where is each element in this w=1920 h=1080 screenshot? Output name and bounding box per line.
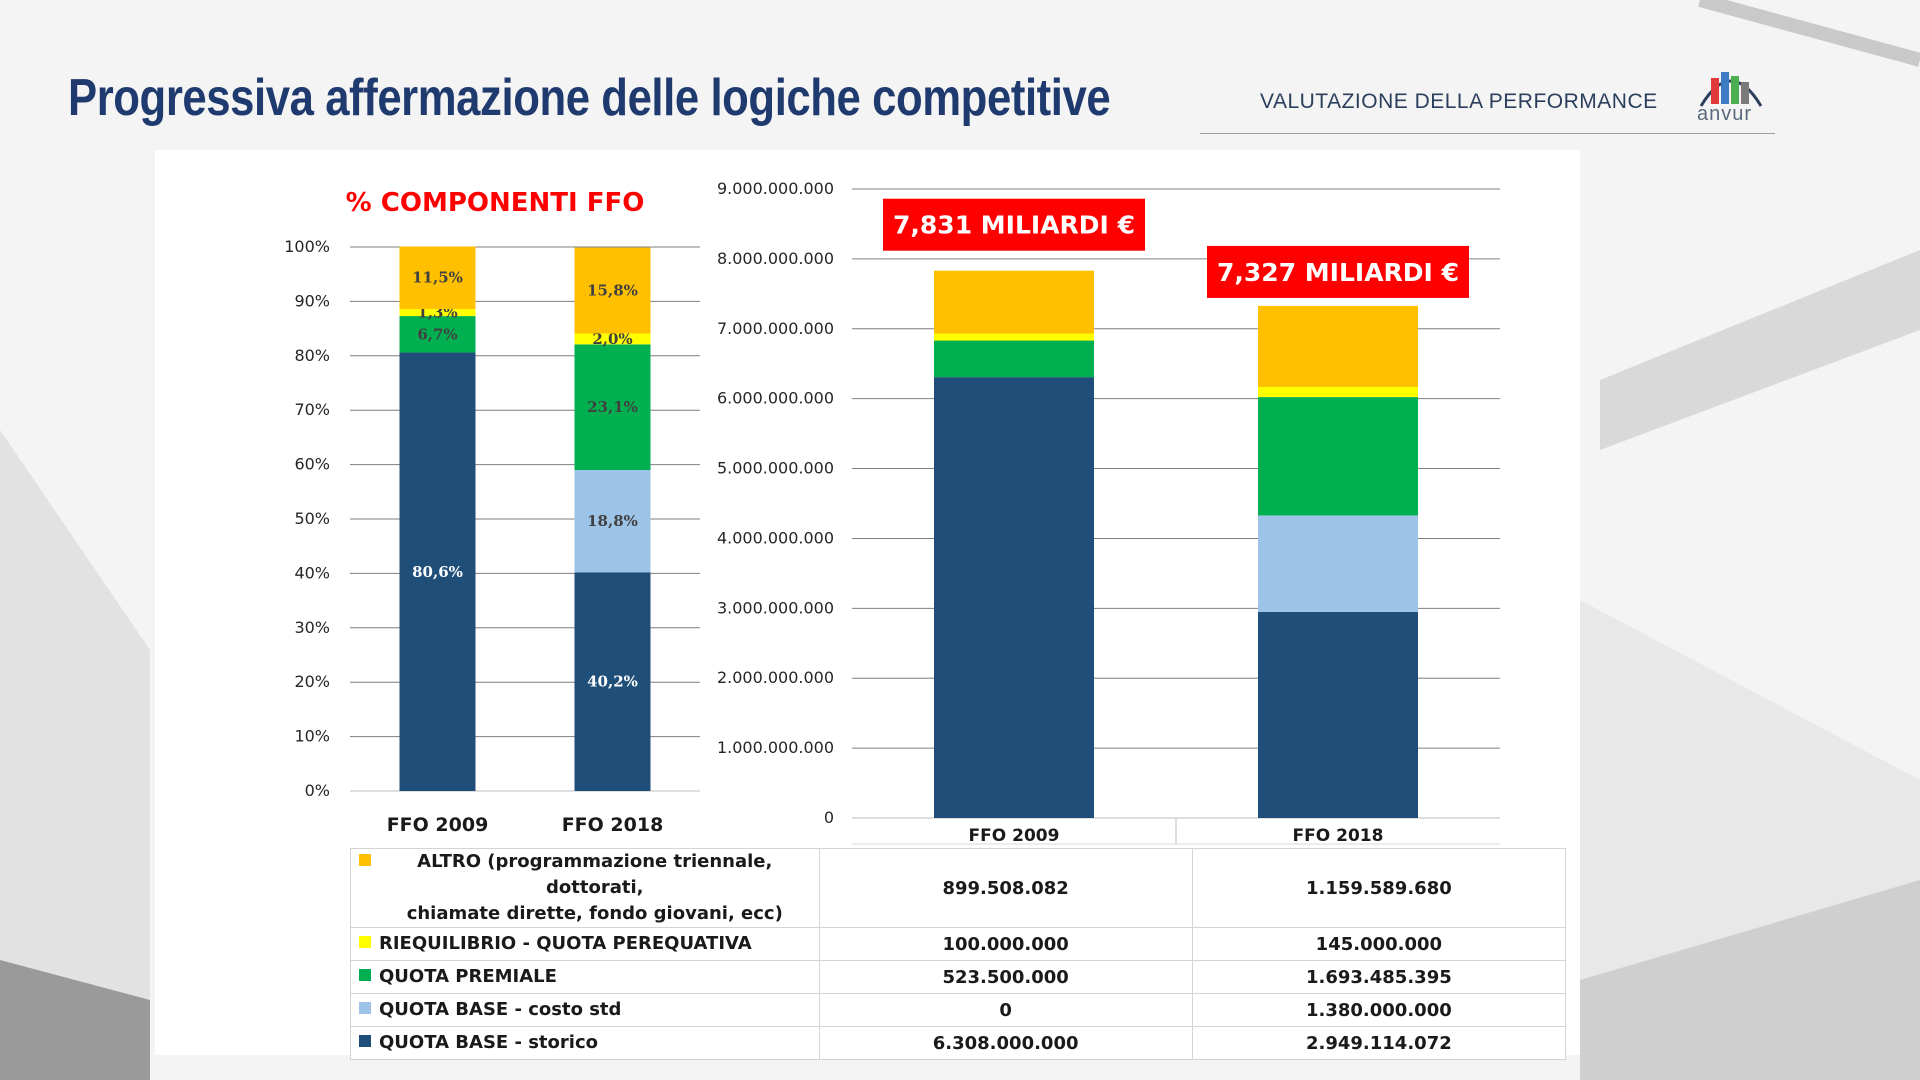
bar-segment-quota-base-costo-std xyxy=(574,470,651,573)
total-callout-label: 7,831 MILIARDI € xyxy=(893,211,1135,240)
data-label: 2,0% xyxy=(592,330,632,348)
table-row-label: QUOTA BASE - storico xyxy=(350,1026,820,1060)
legend-swatch xyxy=(359,854,371,866)
table-row: QUOTA BASE - storico 6.308.000.000 2.949.1… xyxy=(350,1026,1567,1060)
bar-segment-quota-base-storico xyxy=(1258,611,1418,818)
header-divider xyxy=(1200,133,1775,134)
bar-segment-riequilibrio-quota-perequativa xyxy=(574,333,651,345)
cell-ffo-2009: 100.000.000 xyxy=(818,927,1193,961)
row-label-line: QUOTA BASE - storico xyxy=(379,1032,598,1053)
y-tick-label: 2.000.000.000 xyxy=(717,668,834,687)
bar-segment-quota-premiale xyxy=(1258,397,1418,516)
data-label: 80,6% xyxy=(412,563,463,581)
legend-swatch xyxy=(359,1035,371,1047)
bar-segment-altro xyxy=(1258,305,1418,387)
x-tick-label: FFO 2018 xyxy=(1293,826,1384,846)
cell-ffo-2009: 6.308.000.000 xyxy=(818,1026,1193,1060)
x-tick-label: FFO 2009 xyxy=(969,826,1060,846)
y-tick-label: 1.000.000.000 xyxy=(717,738,834,757)
bar-segment-quota-premiale xyxy=(574,344,651,471)
cell-ffo-2018: 1.380.000.000 xyxy=(1191,993,1567,1027)
y-tick-label: 10% xyxy=(294,727,330,746)
table-row: QUOTA BASE - costo std 0 1.380.000.000 xyxy=(350,993,1567,1027)
bar-segment-quota-premiale xyxy=(399,316,476,353)
bar-segment-quota-premiale xyxy=(934,340,1094,378)
row-label-line: RIEQUILIBRIO - QUOTA PEREQUATIVA xyxy=(379,933,752,954)
bar-segment-riequilibrio-quota-perequativa xyxy=(1258,386,1418,398)
bar-segment-altro xyxy=(399,246,476,310)
table-row: ALTRO (programmazione triennale, dottora… xyxy=(350,848,1567,928)
percentage-chart: % COMPONENTI FFO 0% 10% 20% 30% 40% 50% 60% 70% 8… xyxy=(284,188,700,836)
y-tick-label: 70% xyxy=(294,400,330,419)
bar-segment-quota-base-storico xyxy=(574,572,651,791)
chart-title: % COMPONENTI FFO xyxy=(346,188,645,218)
y-tick-label: 80% xyxy=(294,346,330,365)
y-tick-label: 90% xyxy=(294,291,330,310)
table-row-label: QUOTA BASE - costo std xyxy=(350,993,820,1027)
y-tick-label: 40% xyxy=(294,563,330,582)
cell-ffo-2018: 1.159.589.680 xyxy=(1191,848,1567,928)
cell-ffo-2018: 1.693.485.395 xyxy=(1191,960,1567,994)
row-label-line: QUOTA BASE - costo std xyxy=(379,999,622,1020)
y-tick-label: 8.000.000.000 xyxy=(717,249,834,268)
bar-segment-altro xyxy=(574,247,651,334)
absolute-chart: 0 1.000.000.000 2.000.000.000 3.000.000.000… xyxy=(717,179,1500,846)
slide-title: Progressiva affermazione delle logiche c… xyxy=(68,69,1111,127)
y-tick-label: 50% xyxy=(294,509,330,528)
y-tick-label: 7.000.000.000 xyxy=(717,319,834,338)
y-tick-label: 5.000.000.000 xyxy=(717,459,834,478)
bar-segment-quota-base-storico xyxy=(934,377,1094,818)
y-tick-label: 4.000.000.000 xyxy=(717,528,834,547)
table-row-label: RIEQUILIBRIO - QUOTA PEREQUATIVA xyxy=(350,927,820,961)
data-table: ALTRO (programmazione triennale, dottora… xyxy=(350,848,1567,1060)
bar-segment-riequilibrio-quota-perequativa xyxy=(934,333,1094,341)
table-row-label: QUOTA PREMIALE xyxy=(350,960,820,994)
cell-ffo-2009: 523.500.000 xyxy=(818,960,1193,994)
anvur-logo-icon xyxy=(1699,72,1763,107)
logo-text: anvur xyxy=(1697,103,1753,125)
cell-ffo-2018: 2.949.114.072 xyxy=(1191,1026,1567,1060)
row-label-line: QUOTA PREMIALE xyxy=(379,966,557,987)
y-tick-label: 6.000.000.000 xyxy=(717,389,834,408)
x-tick-label: FFO 2009 xyxy=(387,814,489,836)
data-label: 40,2% xyxy=(587,673,638,691)
y-tick-label: 30% xyxy=(294,618,330,637)
total-callout-box xyxy=(1207,245,1469,298)
total-callout-label: 7,327 MILIARDI € xyxy=(1217,258,1459,287)
bar-segment-altro xyxy=(934,270,1094,334)
cell-ffo-2009: 899.508.082 xyxy=(818,848,1193,928)
total-callout: 7,327 MILIARDI € xyxy=(1207,245,1469,298)
legend-swatch xyxy=(359,969,371,981)
table-row: QUOTA PREMIALE 523.500.000 1.693.485.395 xyxy=(350,960,1567,994)
data-label: 23,1% xyxy=(587,398,638,416)
y-tick-label: 0 xyxy=(824,808,834,827)
x-tick-label: FFO 2018 xyxy=(562,814,664,836)
legend-swatch xyxy=(359,936,371,948)
data-label: 11,5% xyxy=(412,269,463,287)
data-label: 6,7% xyxy=(417,325,457,343)
y-tick-label: 60% xyxy=(294,455,330,474)
y-tick-label: 9.000.000.000 xyxy=(717,179,834,198)
y-tick-label: 3.000.000.000 xyxy=(717,598,834,617)
data-label: 18,8% xyxy=(587,512,638,530)
y-tick-label: 100% xyxy=(284,237,330,256)
table-row: RIEQUILIBRIO - QUOTA PEREQUATIVA 100.000.… xyxy=(350,927,1567,961)
total-callout: 7,831 MILIARDI € xyxy=(883,198,1145,251)
section-label: VALUTAZIONE DELLA PERFORMANCE xyxy=(1260,90,1658,113)
bar-segment-quota-base-storico xyxy=(399,352,476,791)
row-label-line: chiamate dirette, fondo giovani, ecc) xyxy=(406,903,783,924)
y-tick-label: 0% xyxy=(305,781,330,800)
total-callout-box xyxy=(883,198,1145,251)
cell-ffo-2018: 145.000.000 xyxy=(1191,927,1567,961)
y-tick-label: 20% xyxy=(294,672,330,691)
data-label: 15,8% xyxy=(587,282,638,300)
row-label-line: ALTRO (programmazione triennale, dottora… xyxy=(417,851,773,898)
bar-segment-riequilibrio-quota-perequativa xyxy=(399,309,476,317)
cell-ffo-2009: 0 xyxy=(818,993,1193,1027)
bar-segment-quota-base-costo-std xyxy=(1258,515,1418,612)
table-row-label: ALTRO (programmazione triennale, dottora… xyxy=(350,848,820,928)
legend-swatch xyxy=(359,1002,371,1014)
